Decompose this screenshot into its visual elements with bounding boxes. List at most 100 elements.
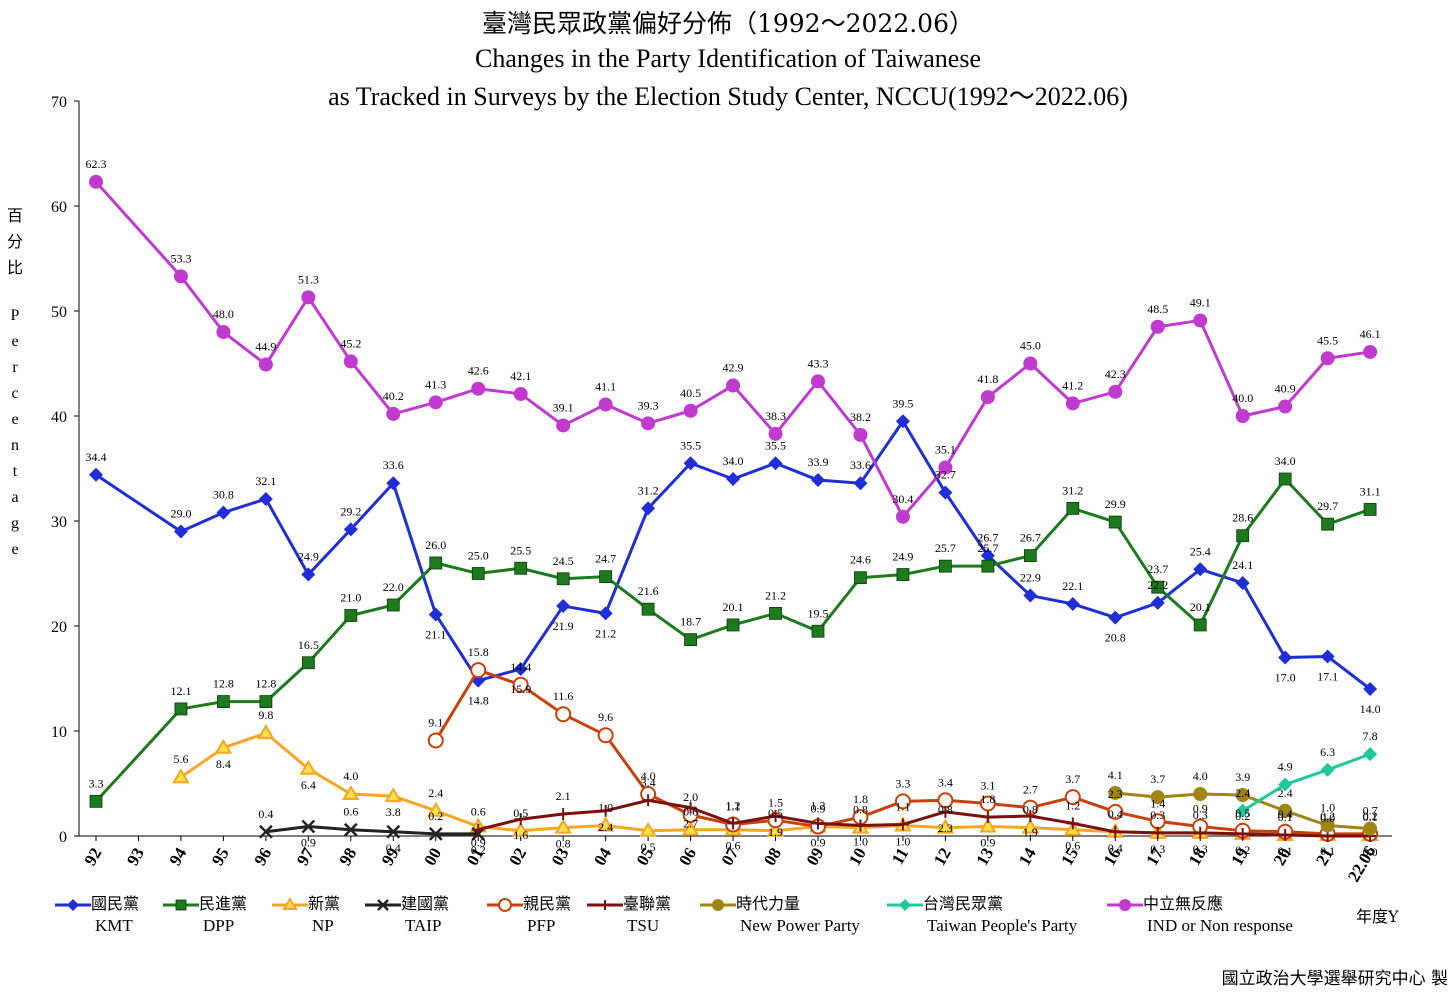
credit-text: 國立政治大學選舉研究中心 製 [1221,969,1448,989]
data-label: 29.2 [340,504,361,518]
data-label: 0.4 [258,807,273,821]
data-point-marker [810,374,825,389]
data-point-marker [343,354,358,369]
legend-label-english: NP [312,916,334,935]
series-new-power-party [1108,785,1378,836]
data-point-marker [214,738,233,754]
data-label: 24.1 [1232,558,1253,572]
x-tick-label: 04 [590,844,615,869]
data-point-marker [899,899,911,912]
data-label: 0.4 [1108,807,1123,821]
data-label: 2.0 [683,790,698,804]
data-label: 42.9 [723,361,744,375]
data-point-marker [811,624,825,638]
legend-label-english: IND or Non response [1147,916,1293,935]
data-point-marker [428,607,443,622]
data-label: 0.8 [556,837,571,851]
data-label: 20.8 [1105,631,1126,645]
data-point-marker [386,406,401,421]
data-point-marker [386,598,400,612]
data-label: 35.1 [935,442,956,456]
data-point-marker [557,807,570,820]
data-label: 42.6 [468,364,489,378]
data-point-marker [1108,610,1123,625]
data-label: 29.0 [170,507,191,521]
data-label: 21.2 [765,588,786,602]
data-label: 48.5 [1147,302,1168,316]
data-label: 0.9 [1193,802,1208,816]
data-point-marker [939,805,952,818]
data-point-marker [299,759,318,775]
data-point-marker [556,572,570,586]
data-point-marker [259,695,273,708]
data-point-marker [429,556,443,570]
legend-label-english: New Power Party [740,916,860,935]
legend-label-english: PFP [527,916,556,935]
data-point-marker [1235,575,1250,590]
data-point-marker [1024,810,1037,823]
data-point-marker [979,795,996,812]
data-point-marker [258,491,273,506]
data-label: 4.9 [1278,760,1293,774]
data-point-marker [981,811,994,824]
data-point-marker [727,817,740,830]
data-point-marker [1108,515,1122,529]
legend-item: 民進黨 DPP [163,890,247,935]
data-point-marker [258,357,273,372]
data-point-marker [766,821,785,837]
data-point-marker [513,386,528,401]
data-label: 0.4 [1278,807,1293,821]
data-label: 45.0 [1020,339,1041,353]
data-point-marker [1320,351,1335,366]
data-point-marker [257,724,275,740]
data-point-marker [936,818,955,834]
data-label: 21.1 [425,627,446,641]
x-tick-label: 14 [1015,844,1040,869]
data-point-marker [641,602,655,616]
data-point-marker [1107,803,1124,820]
x-tick-label: 92 [81,845,106,869]
data-label: 51.3 [298,272,319,286]
data-label: 40.2 [383,389,404,403]
data-point-marker [1151,580,1165,594]
data-point-marker [598,397,613,412]
data-point-marker [1363,682,1378,696]
data-label: 0.6 [471,805,486,819]
data-label: 2.4 [428,786,443,800]
data-label: 0.8 [853,803,868,817]
data-label: 1.9 [1023,825,1038,839]
y-tick-label: 20 [51,619,67,636]
data-point-marker [554,818,572,834]
y-tick-label: 10 [51,724,67,741]
data-label: 14.4 [510,660,531,674]
data-label: 16.5 [298,638,319,652]
data-label: 2.3 [938,821,953,835]
data-point-marker [1278,650,1293,665]
y-tick-label: 0 [59,829,67,846]
data-point-marker [384,787,403,803]
data-label: 41.2 [1062,378,1083,392]
data-label: 0.5 [641,840,656,854]
data-point-marker [979,817,997,833]
y-axis-label-char: t [12,463,18,480]
data-label: 7.8 [1363,729,1378,743]
data-point-marker [895,414,910,429]
data-label: 0.0 [1320,811,1335,825]
series-line [477,798,1371,838]
data-label: 22.9 [1020,571,1041,585]
data-point-marker [428,827,443,841]
data-label: 4.1 [1108,768,1123,782]
data-label: 11.6 [553,689,574,703]
data-point-marker [1193,313,1208,328]
data-point-marker [1150,595,1165,610]
data-point-marker [512,676,529,693]
data-label: 32.1 [255,474,276,488]
data-label: 34.0 [723,454,744,468]
y-axis-label-char: c [11,385,19,402]
legend-label-chinese: 時代力量 [736,894,801,913]
legend-item: 台灣民眾黨 Taiwan People's Party [887,890,1077,935]
y-axis-label-char: P [10,307,20,324]
y-axis-label-char: g [11,515,19,532]
data-point-marker [600,900,610,911]
